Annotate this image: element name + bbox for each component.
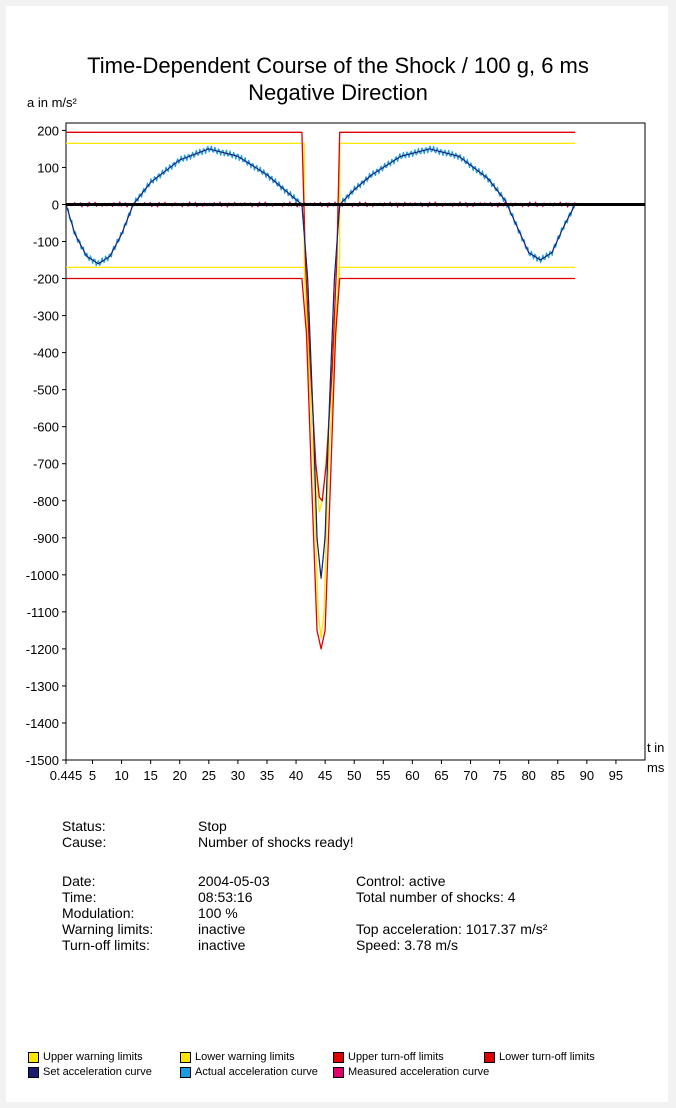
warning-limits-value: inactive <box>198 921 246 937</box>
x-tick-label: 0.445 <box>50 768 83 783</box>
series-set-curve <box>65 148 576 580</box>
y-tick-label: 200 <box>37 123 59 138</box>
control-status: Control: active <box>356 873 446 889</box>
status-label: Status: <box>62 818 106 834</box>
x-tick-label: 60 <box>405 768 419 783</box>
shock-chart: 200 100 0 -100 -200 -300 -400 -500 -600 -700 -800 -… <box>26 95 665 783</box>
legend-label: Lower turn-off limits <box>499 1051 595 1063</box>
legend-swatch <box>484 1052 495 1063</box>
legend-label: Set acceleration curve <box>43 1066 152 1078</box>
speed: Speed: 3.78 m/s <box>356 937 458 953</box>
x-tick-label: 20 <box>172 768 186 783</box>
top-acceleration: Top acceleration: 1017.37 m/s² <box>356 921 548 937</box>
x-tick-label: 75 <box>492 768 506 783</box>
plot-area <box>65 122 646 761</box>
x-tick-label: 35 <box>260 768 274 783</box>
x-tick-label: 10 <box>114 768 128 783</box>
y-tick-label: -400 <box>33 346 59 361</box>
x-tick-label: 90 <box>580 768 594 783</box>
y-tick-label: -1000 <box>26 568 59 583</box>
legend-swatch <box>180 1052 191 1063</box>
y-tick-label: -1500 <box>26 753 59 768</box>
y-tick-label: -800 <box>33 494 59 509</box>
y-tick-label: -1100 <box>27 605 59 620</box>
x-tick-label: 55 <box>376 768 390 783</box>
legend-set-curve: Set acceleration curve <box>28 1066 152 1079</box>
legend-swatch <box>333 1067 344 1078</box>
time-value: 08:53:16 <box>198 889 253 905</box>
x-axis-label-unit: ms <box>647 760 665 775</box>
x-tick-label: 15 <box>143 768 157 783</box>
status-value: Stop <box>198 818 227 834</box>
legend-label: Measured acceleration curve <box>348 1066 490 1078</box>
modulation-label: Modulation: <box>62 905 135 921</box>
x-tick-label: 40 <box>289 768 303 783</box>
legend-actual-curve: Actual acceleration curve <box>180 1066 318 1079</box>
legend-swatch <box>28 1067 39 1078</box>
x-tick-label: 80 <box>521 768 535 783</box>
x-tick-label: 65 <box>434 768 448 783</box>
x-tick-label: 95 <box>609 768 623 783</box>
cause-label: Cause: <box>62 834 107 850</box>
modulation-value: 100 % <box>198 905 238 921</box>
date-value: 2004-05-03 <box>198 873 270 889</box>
legend-lower-warning: Lower warning limits <box>180 1051 295 1064</box>
turnoff-limits-label: Turn-off limits: <box>62 937 150 953</box>
y-tick-label: -500 <box>33 383 59 398</box>
turnoff-limits-value: inactive <box>198 937 246 953</box>
time-label: Time: <box>62 889 97 905</box>
warning-limits-label: Warning limits: <box>62 921 154 937</box>
y-tick-label: -100 <box>33 235 59 250</box>
chart-title-block: Time-Dependent Course of the Shock / 100… <box>0 52 676 106</box>
total-shocks: Total number of shocks: 4 <box>356 889 516 905</box>
x-tick-label: 45 <box>318 768 332 783</box>
x-tick-label: 5 <box>89 768 96 783</box>
legend-label: Actual acceleration curve <box>195 1066 318 1078</box>
legend-upper-warning: Upper warning limits <box>28 1051 143 1064</box>
x-tick-label: 70 <box>463 768 477 783</box>
x-tick-label: 25 <box>202 768 216 783</box>
y-tick-label: -1300 <box>26 679 59 694</box>
legend-label: Upper warning limits <box>43 1051 143 1063</box>
x-tick-label: 85 <box>551 768 565 783</box>
chart-title: Time-Dependent Course of the Shock / 100… <box>87 53 589 78</box>
y-tick-label: -1200 <box>26 642 59 657</box>
x-tick-label: 30 <box>231 768 245 783</box>
y-tick-label: -600 <box>33 420 59 435</box>
legend-upper-turnoff: Upper turn-off limits <box>333 1051 444 1064</box>
y-tick-label: -200 <box>33 272 59 287</box>
legend-label: Upper turn-off limits <box>348 1051 444 1063</box>
legend-swatch <box>180 1067 191 1078</box>
y-tick-label: 0 <box>52 197 59 212</box>
y-tick-label: -900 <box>33 531 59 546</box>
x-axis-label: t in <box>647 740 664 755</box>
y-tick-label: -300 <box>33 309 59 324</box>
series-lower-turnoff <box>66 277 576 650</box>
y-tick-label: -1400 <box>26 716 59 731</box>
y-axis-label: a in m/s² <box>27 95 78 110</box>
cause-value: Number of shocks ready! <box>198 834 354 850</box>
legend-label: Lower warning limits <box>195 1051 295 1063</box>
legend-swatch <box>28 1052 39 1063</box>
chart-subtitle: Negative Direction <box>248 80 428 105</box>
y-tick-label: -700 <box>33 457 59 472</box>
legend-lower-turnoff: Lower turn-off limits <box>484 1051 595 1064</box>
legend-swatch <box>333 1052 344 1063</box>
date-label: Date: <box>62 873 96 889</box>
y-tick-label: 100 <box>37 160 59 175</box>
x-tick-label: 50 <box>347 768 361 783</box>
legend-measured-curve: Measured acceleration curve <box>333 1066 489 1079</box>
